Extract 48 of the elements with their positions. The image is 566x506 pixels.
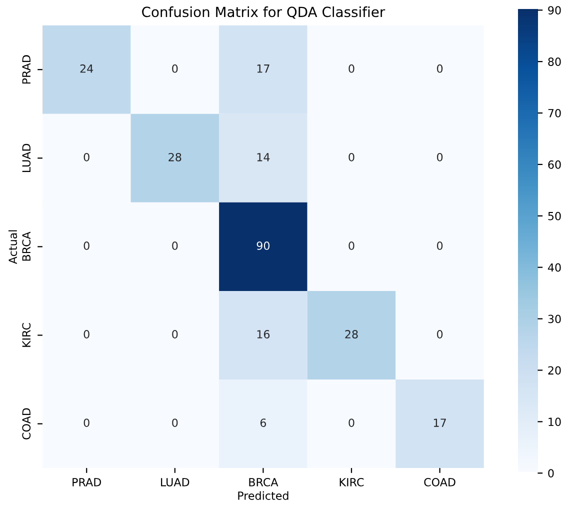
data-label: 24	[80, 64, 94, 73]
data-label: 28	[168, 152, 182, 162]
data-label: 0	[172, 418, 178, 427]
color-bar-label: 0	[548, 469, 554, 478]
y-tick-label: LUAD	[22, 144, 31, 172]
data-label: 17	[434, 418, 446, 427]
color-bar-label: 10	[548, 418, 561, 426]
data-label: 0	[172, 64, 178, 73]
color-bar-label: 60	[548, 160, 561, 169]
x-tick-label: KIRC	[340, 478, 364, 486]
y-tick-label: COAD	[22, 408, 31, 440]
data-label: 0	[436, 241, 443, 250]
color-bar-label: 50	[548, 212, 561, 220]
data-label: 0	[348, 64, 354, 73]
color-bar-label: 70	[548, 108, 561, 118]
data-label: 0	[84, 152, 90, 162]
x-tick-label: COAD	[424, 478, 456, 486]
data-label: 0	[84, 241, 90, 250]
y-tick-label: PRAD	[22, 55, 30, 84]
data-label: 17	[257, 64, 270, 73]
data-label: 16	[257, 330, 270, 338]
x-tick-label: PRAD	[72, 478, 102, 486]
data-label: 90	[256, 241, 270, 250]
color-bar-label: 80	[548, 58, 561, 66]
y-tick-label: KIRC	[22, 323, 31, 347]
y-tick-label: BRCA	[22, 232, 31, 261]
data-label: 0	[172, 330, 178, 338]
data-label: 0	[172, 241, 178, 250]
color-bar-label: 30	[548, 314, 561, 324]
data-label: 14	[257, 153, 270, 162]
data-label: 0	[348, 241, 354, 250]
color-bar-label: 20	[548, 366, 561, 375]
chart-title: Confusion Matrix for QDA Classifier	[142, 6, 386, 19]
data-label: 0	[84, 418, 90, 427]
data-label: 0	[436, 64, 443, 73]
data-label: 28	[345, 330, 358, 338]
color-bar-label: 90	[548, 6, 561, 14]
data-label: 0	[84, 330, 90, 338]
data-label: 0	[348, 152, 354, 162]
y-axis-title: Actual	[8, 230, 18, 264]
data-label: 0	[436, 152, 443, 162]
x-tick-label: BRCA	[249, 478, 278, 486]
x-tick-label: LUAD	[161, 478, 190, 486]
x-axis-title: Predicted	[238, 491, 288, 500]
data-label: 0	[436, 330, 443, 338]
data-label: 0	[348, 418, 354, 427]
data-label: 6	[260, 418, 266, 427]
color-bar-label: 40	[548, 263, 561, 272]
